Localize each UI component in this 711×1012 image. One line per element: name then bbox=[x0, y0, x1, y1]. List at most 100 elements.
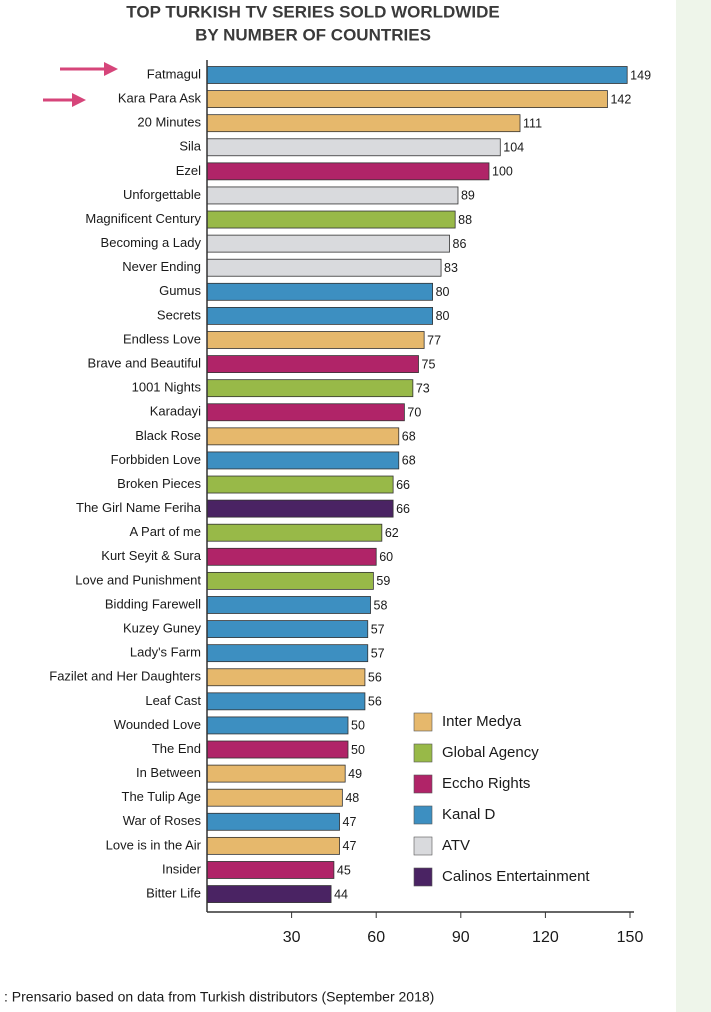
legend-label: Global Agency bbox=[442, 744, 539, 761]
bar bbox=[206, 355, 419, 373]
bar bbox=[206, 620, 369, 638]
chart-title: TOP TURKISH TV SERIES SOLD WORLDWIDE bbox=[126, 2, 499, 21]
bar bbox=[206, 162, 490, 181]
value-label: 66 bbox=[396, 478, 410, 492]
value-label: 48 bbox=[345, 791, 359, 805]
legend-label: Inter Medya bbox=[442, 713, 522, 730]
value-label: 80 bbox=[436, 309, 450, 323]
y-tick-label: 1001 Nights bbox=[132, 380, 202, 395]
bar bbox=[206, 282, 434, 301]
x-tick-label: 90 bbox=[452, 929, 470, 946]
y-tick-label: Karadayi bbox=[150, 404, 201, 419]
value-label: 49 bbox=[348, 767, 362, 781]
chart-subtitle: BY NUMBER OF COUNTRIES bbox=[195, 25, 431, 44]
y-tick-label: Wounded Love bbox=[114, 717, 201, 732]
bar bbox=[206, 331, 425, 349]
y-tick-label: Forbbiden Love bbox=[111, 452, 201, 467]
legend-swatch bbox=[413, 712, 433, 732]
bar bbox=[206, 523, 383, 542]
value-label: 57 bbox=[371, 646, 385, 660]
value-label: 57 bbox=[371, 622, 385, 636]
bar bbox=[206, 210, 456, 229]
y-tick-label: The Tulip Age bbox=[122, 789, 202, 804]
y-tick-label: Broken Pieces bbox=[117, 476, 201, 491]
y-tick-label: Fazilet and Her Daughters bbox=[49, 669, 201, 684]
value-label: 60 bbox=[379, 550, 393, 564]
value-label: 111 bbox=[523, 116, 542, 130]
y-tick-label: Never Ending bbox=[122, 259, 201, 274]
y-tick-label: Sila bbox=[179, 139, 201, 154]
value-label: 88 bbox=[458, 213, 472, 227]
bar bbox=[206, 379, 414, 398]
bar bbox=[206, 547, 377, 566]
value-label: 62 bbox=[385, 526, 399, 540]
bar bbox=[206, 596, 371, 614]
bar bbox=[206, 740, 349, 759]
y-tick-label: Love is in the Air bbox=[106, 837, 202, 852]
value-label: 100 bbox=[492, 165, 513, 179]
y-tick-label: Gumus bbox=[159, 283, 201, 298]
legend-label: Eccho Rights bbox=[442, 775, 530, 792]
source-note: : Prensario based on data from Turkish d… bbox=[4, 989, 434, 1005]
value-label: 149 bbox=[630, 68, 651, 82]
value-label: 56 bbox=[368, 671, 382, 685]
side-panel bbox=[676, 0, 711, 1012]
bar bbox=[206, 885, 332, 903]
bar bbox=[206, 114, 521, 133]
x-tick-label: 60 bbox=[367, 929, 385, 946]
bar bbox=[206, 764, 346, 783]
bar bbox=[206, 234, 450, 253]
y-tick-label: Endless Love bbox=[123, 331, 201, 346]
y-tick-label: Unforgettable bbox=[123, 187, 201, 202]
legend-label: Kanal D bbox=[442, 806, 496, 823]
x-tick-label: 150 bbox=[617, 929, 644, 946]
x-tick-label: 120 bbox=[532, 929, 559, 946]
value-label: 44 bbox=[334, 887, 348, 901]
bar bbox=[206, 499, 394, 518]
bar bbox=[206, 812, 340, 831]
y-tick-label: The End bbox=[152, 741, 201, 756]
value-label: 47 bbox=[343, 839, 357, 853]
value-label: 68 bbox=[402, 454, 416, 468]
bar bbox=[206, 258, 442, 277]
legend-label: ATV bbox=[442, 837, 470, 854]
bar bbox=[206, 861, 335, 879]
value-label: 50 bbox=[351, 743, 365, 757]
value-label: 73 bbox=[416, 381, 430, 395]
bar bbox=[206, 403, 405, 422]
bar bbox=[206, 475, 394, 494]
y-tick-label: Bidding Farewell bbox=[105, 596, 201, 611]
y-tick-label: The Girl Name Feriha bbox=[76, 500, 202, 515]
y-tick-label: Kurt Seyit & Sura bbox=[101, 548, 201, 563]
legend-label: Calinos Entertainment bbox=[442, 868, 590, 885]
legend-swatch bbox=[413, 867, 433, 887]
bar bbox=[206, 427, 400, 446]
y-tick-label: Bitter Life bbox=[146, 885, 201, 900]
y-tick-label: Insider bbox=[162, 861, 202, 876]
bar bbox=[206, 571, 374, 590]
bar bbox=[206, 716, 349, 735]
y-tick-label: Kuzey Guney bbox=[123, 621, 202, 636]
y-tick-label: Ezel bbox=[176, 163, 201, 178]
bar bbox=[206, 788, 343, 807]
value-label: 47 bbox=[343, 815, 357, 829]
bar bbox=[206, 692, 366, 711]
y-tick-label: Love and Punishment bbox=[75, 572, 201, 587]
bar bbox=[206, 306, 434, 325]
y-tick-label: Fatmagul bbox=[147, 66, 201, 81]
x-tick-label: 30 bbox=[283, 929, 301, 946]
y-tick-label: War of Roses bbox=[123, 813, 202, 828]
y-tick-label: Becoming a Lady bbox=[101, 235, 202, 250]
y-tick-label: Magnificent Century bbox=[85, 211, 201, 226]
value-label: 70 bbox=[407, 406, 421, 420]
value-label: 59 bbox=[376, 574, 390, 588]
bar bbox=[206, 668, 366, 687]
legend-swatch bbox=[413, 774, 433, 794]
bar bbox=[206, 138, 501, 157]
y-tick-label: In Between bbox=[136, 765, 201, 780]
bar bbox=[206, 451, 400, 470]
value-label: 89 bbox=[461, 189, 475, 203]
value-label: 80 bbox=[436, 285, 450, 299]
value-label: 83 bbox=[444, 261, 458, 275]
value-label: 50 bbox=[351, 719, 365, 733]
